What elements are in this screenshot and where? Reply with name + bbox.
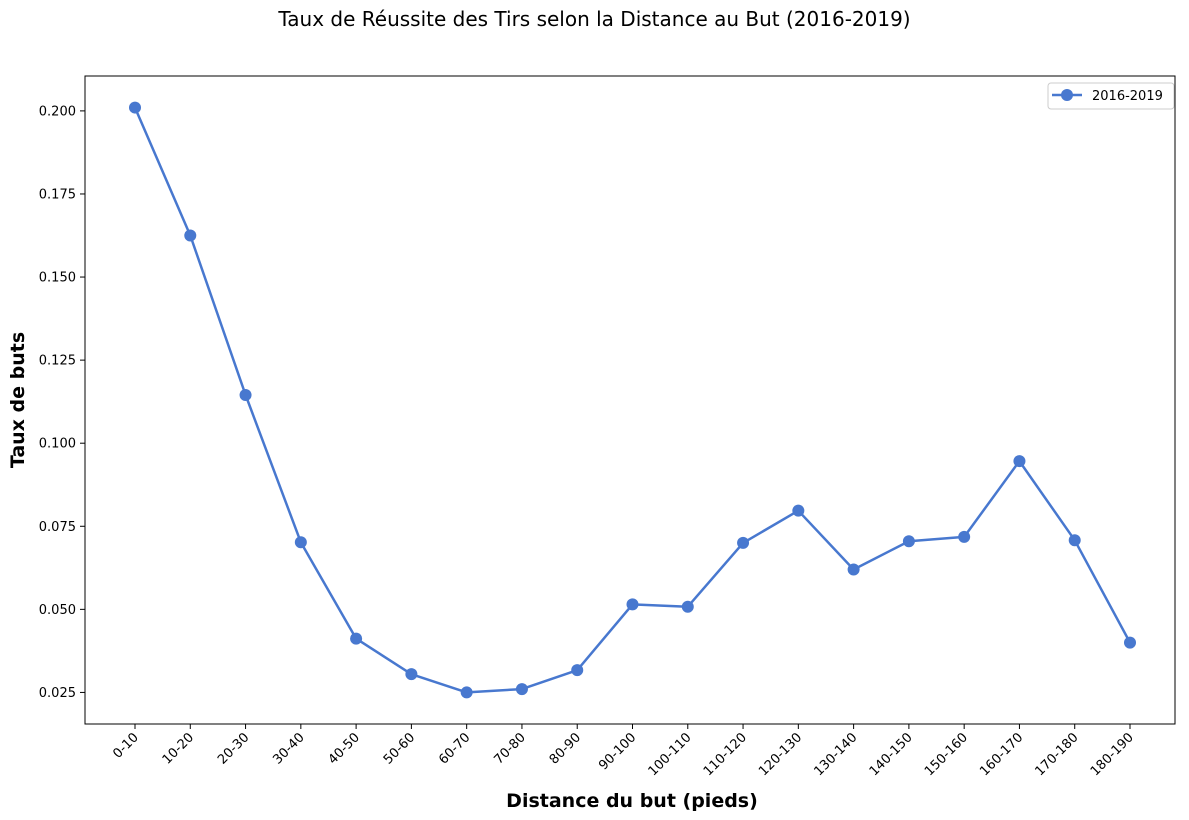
data-point (681, 600, 694, 613)
legend-box (1047, 82, 1175, 110)
y-tick-label: 0.150 (39, 271, 76, 286)
x-tick-label: 40-50 (326, 730, 363, 767)
x-axis-label: Distance du but (pieds) (506, 790, 758, 812)
y-tick-label: 0.050 (39, 603, 76, 618)
x-tick-label: 150-160 (922, 730, 971, 779)
legend-label: 2016-2019 (1092, 89, 1163, 104)
y-tick-label: 0.125 (39, 354, 76, 369)
y-axis: 0.025 0.050 0.075 0.100 0.125 0.150 0.175 0.200 (39, 104, 85, 701)
y-tick-label: 0.075 (39, 520, 76, 535)
x-tick-label: 140-150 (867, 730, 916, 779)
x-tick-label: 90-100 (596, 730, 639, 773)
y-axis-label: Taux de buts (7, 332, 29, 468)
data-point (515, 683, 528, 696)
data-point (1068, 534, 1081, 547)
x-tick-label: 20-30 (215, 730, 252, 767)
x-tick-label: 100-110 (646, 730, 695, 779)
data-point (184, 229, 197, 242)
data-point (792, 504, 805, 517)
x-tick-label: 50-60 (381, 730, 418, 767)
x-tick-label: 30-40 (270, 730, 307, 767)
data-point (239, 389, 252, 402)
data-point (1124, 636, 1136, 649)
data-point (405, 668, 418, 681)
data-point (1013, 455, 1026, 468)
x-tick-label: 120-130 (756, 730, 805, 779)
legend: 2016-2019 (1047, 82, 1175, 110)
x-tick-label: 180-190 (1088, 730, 1137, 779)
x-tick-label: 80-90 (547, 730, 584, 767)
chart-title: Taux de Réussite des Tirs selon la Dista… (277, 7, 910, 31)
x-tick-label: 170-180 (1033, 730, 1082, 779)
legend-marker (1061, 89, 1073, 101)
data-point (958, 530, 971, 543)
x-tick-label: 160-170 (977, 730, 1026, 779)
data-point (294, 536, 307, 549)
data-point (902, 535, 915, 548)
x-tick-label: 10-20 (160, 730, 197, 767)
y-tick-label: 0.200 (39, 104, 76, 119)
x-tick-label: 60-70 (436, 730, 473, 767)
x-tick-label: 0-10 (110, 730, 141, 761)
plot-area (84, 75, 1176, 725)
x-tick-label: 130-140 (811, 730, 860, 779)
data-point (129, 101, 141, 114)
series-layer (129, 101, 1136, 699)
data-point (847, 563, 860, 576)
x-tick-label: 70-80 (491, 730, 528, 767)
y-tick-label: 0.025 (39, 686, 76, 701)
data-point (571, 664, 584, 677)
data-point (350, 632, 363, 645)
x-tick-label: 110-120 (701, 730, 750, 779)
y-tick-label: 0.175 (39, 187, 76, 202)
data-point (460, 686, 473, 699)
data-point (737, 536, 750, 549)
data-point (626, 598, 639, 611)
x-axis: 0-10 10-20 20-30 30-40 40-50 50-60 60-70 70-80 8… (110, 724, 1137, 779)
y-tick-label: 0.100 (39, 437, 76, 452)
